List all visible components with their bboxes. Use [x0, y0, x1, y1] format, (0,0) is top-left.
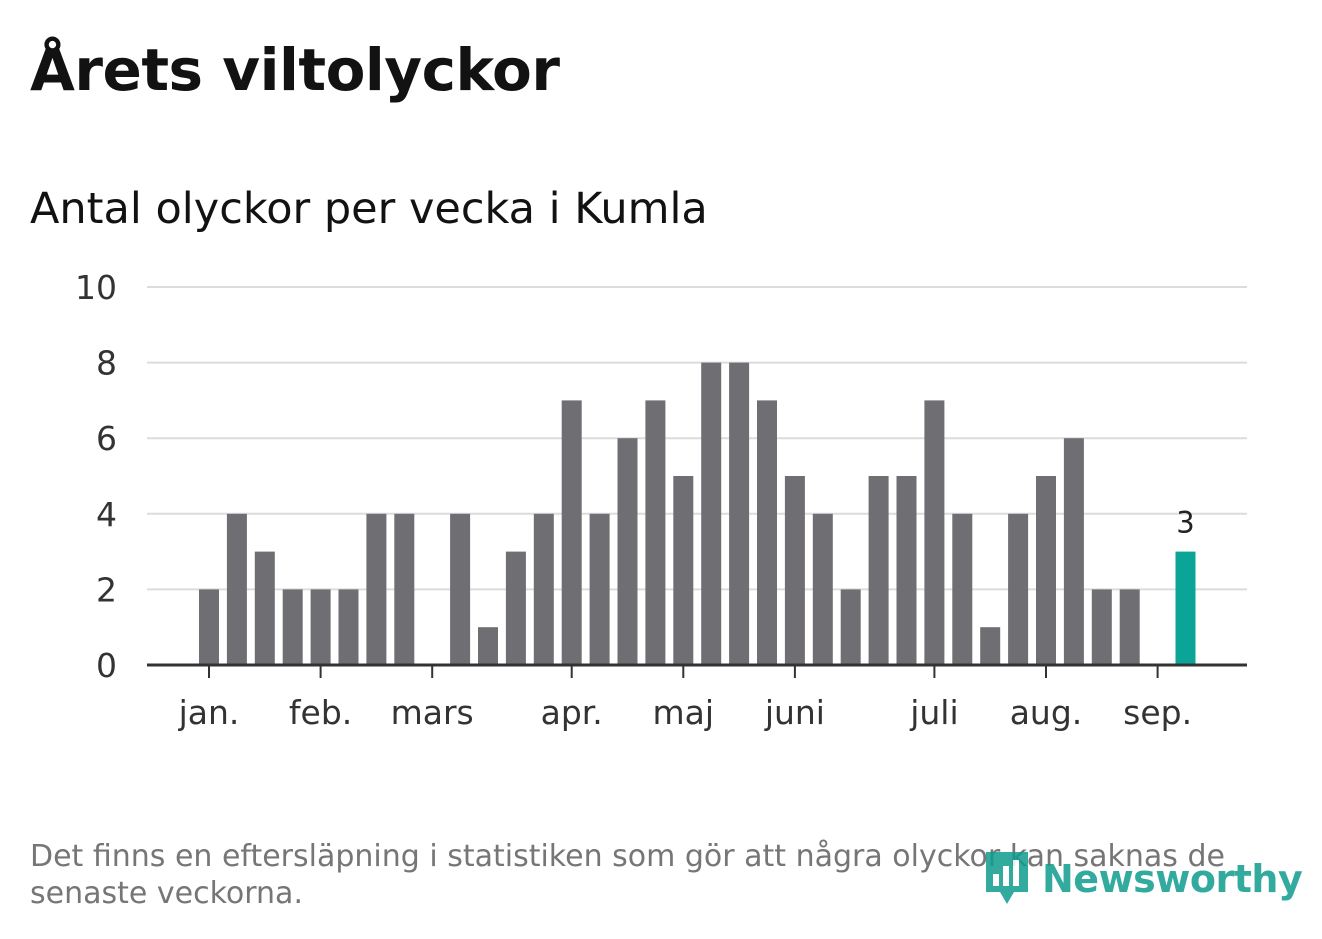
x-tick-label: sep. — [1123, 693, 1192, 732]
bar — [673, 476, 694, 665]
x-tick-label: apr. — [541, 693, 603, 732]
bar — [478, 627, 498, 665]
x-tick-label: feb. — [289, 693, 352, 732]
x-tick-label: mars — [391, 693, 474, 732]
x-axis-ticks: jan. feb. mars apr. maj juni juli aug. sep. — [178, 665, 1192, 732]
y-tick-label: 0 — [96, 646, 117, 685]
bar — [199, 589, 219, 665]
bar — [952, 513, 973, 665]
bar — [310, 589, 331, 665]
bar — [868, 476, 889, 665]
chart-title: Årets viltolyckor — [30, 36, 560, 104]
bar — [282, 589, 303, 665]
bar — [1119, 589, 1140, 665]
bar — [980, 627, 1001, 665]
bar — [896, 476, 917, 665]
bar — [561, 400, 582, 665]
bar — [1063, 438, 1084, 665]
x-tick-label: juni — [764, 693, 825, 732]
bar — [701, 362, 722, 665]
y-tick-label: 6 — [96, 419, 117, 458]
bar-data-label: 3 — [1176, 506, 1194, 540]
y-axis-ticks: 0 2 4 6 8 10 — [75, 268, 117, 685]
bar — [645, 400, 666, 665]
bars — [199, 362, 1196, 665]
bar — [757, 400, 777, 665]
bar-highlight — [1175, 551, 1196, 665]
bar — [366, 513, 387, 665]
bar — [729, 362, 750, 665]
y-tick-label: 10 — [75, 268, 117, 307]
bar — [812, 513, 833, 665]
newsworthy-logo: Newsworthy — [982, 848, 1303, 910]
x-tick-label: maj — [653, 693, 715, 732]
bar — [254, 551, 275, 665]
y-tick-label: 8 — [96, 344, 117, 383]
x-tick-label: juli — [909, 693, 958, 732]
bar — [840, 589, 861, 665]
bar — [589, 513, 610, 665]
bar — [784, 476, 805, 665]
bar — [505, 551, 526, 665]
bar — [1008, 513, 1029, 665]
bar — [924, 400, 945, 665]
x-tick-label: aug. — [1010, 693, 1083, 732]
data-labels: 3 — [1176, 506, 1194, 540]
bar — [1091, 589, 1112, 665]
bar — [450, 513, 471, 665]
brand-name: Newsworthy — [1042, 857, 1303, 901]
bar — [394, 513, 415, 665]
bar-chart-speech-bubble-icon — [986, 852, 1028, 904]
y-tick-label: 2 — [96, 570, 117, 609]
bar — [338, 589, 359, 665]
bar — [226, 513, 247, 665]
x-tick-label: jan. — [178, 693, 240, 732]
bar — [617, 438, 638, 665]
bar — [533, 513, 554, 665]
y-tick-label: 4 — [96, 495, 117, 534]
chart-subtitle: Antal olyckor per vecka i Kumla — [30, 184, 708, 234]
bar — [1036, 476, 1056, 665]
